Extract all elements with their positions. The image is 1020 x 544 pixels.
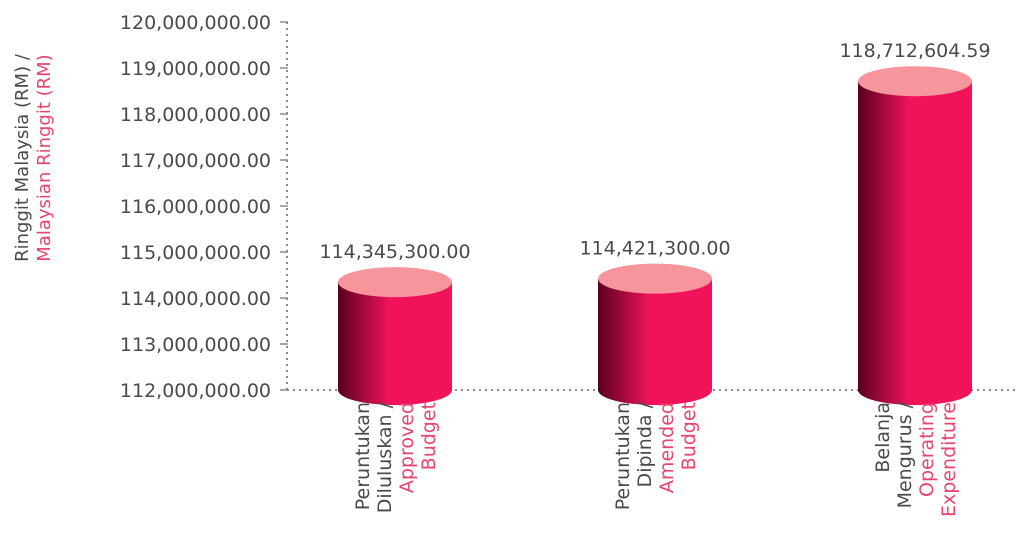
svg-text:Malaysian Ringgit (RM): Malaysian Ringgit (RM) [34, 54, 55, 261]
category-label: Peruntukan Dipinda / Amended Budget [612, 401, 700, 510]
category-label-line: Mengurus / [894, 401, 916, 508]
category-label-line: Expenditure [938, 402, 960, 517]
bars: 114,345,300.00 114,421,300.00 118,712,604.… [319, 40, 991, 406]
category-label-line: Approved [396, 402, 418, 493]
category-label-line: Peruntukan [352, 402, 374, 510]
y-axis: 112,000,000.00 113,000,000.00 114,000,000.… [120, 12, 1018, 402]
category-label: Peruntukan Diluluskan / Approved Budget [352, 401, 440, 513]
bar-body [858, 81, 972, 406]
category-label-line: Operating [916, 402, 938, 497]
category-label-line: Budget [678, 402, 700, 470]
bar-top [858, 66, 972, 97]
bar: 114,345,300.00 [319, 241, 471, 405]
y-axis-title: Ringgit Malaysia (RM) / Malaysian Ringgi… [12, 53, 55, 262]
bar: 118,712,604.59 [839, 40, 991, 406]
y-tick-label: 112,000,000.00 [120, 380, 271, 402]
category-label-line: Dipinda / [634, 401, 656, 487]
svg-text:Ringgit Malaysia (RM) /: Ringgit Malaysia (RM) / [12, 53, 33, 262]
bar: 114,421,300.00 [579, 238, 731, 405]
y-axis-title-malay: Ringgit Malaysia (RM) / [12, 53, 33, 262]
category-label-line: Belanja [872, 402, 894, 473]
x-axis-labels: Peruntukan Diluluskan / Approved Budget Peru… [352, 401, 960, 517]
bar-body [338, 282, 452, 405]
y-tick-label: 115,000,000.00 [120, 242, 271, 264]
bar-top [598, 263, 712, 294]
y-tick-label: 113,000,000.00 [120, 334, 271, 356]
category-label-line: Diluluskan / [374, 401, 396, 513]
category-label-line: Budget [418, 402, 440, 470]
bar-value-label: 114,345,300.00 [319, 241, 470, 263]
y-tick-label: 117,000,000.00 [120, 150, 271, 172]
y-tick-label: 120,000,000.00 [120, 12, 271, 34]
bar-value-label: 114,421,300.00 [579, 238, 730, 260]
y-axis-title-english: Malaysian Ringgit (RM) [34, 54, 55, 261]
y-tick-label: 118,000,000.00 [120, 104, 271, 126]
y-tick-label: 114,000,000.00 [120, 288, 271, 310]
bar-value-label: 118,712,604.59 [839, 40, 990, 62]
category-label-line: Peruntukan [612, 402, 634, 510]
y-tick-label: 119,000,000.00 [120, 58, 271, 80]
category-label: Belanja Mengurus / Operating Expenditure [872, 401, 960, 517]
category-label-line: Amended [656, 402, 678, 493]
bar-top [338, 267, 452, 298]
bar-body [598, 278, 712, 405]
y-tick-label: 116,000,000.00 [120, 196, 271, 218]
